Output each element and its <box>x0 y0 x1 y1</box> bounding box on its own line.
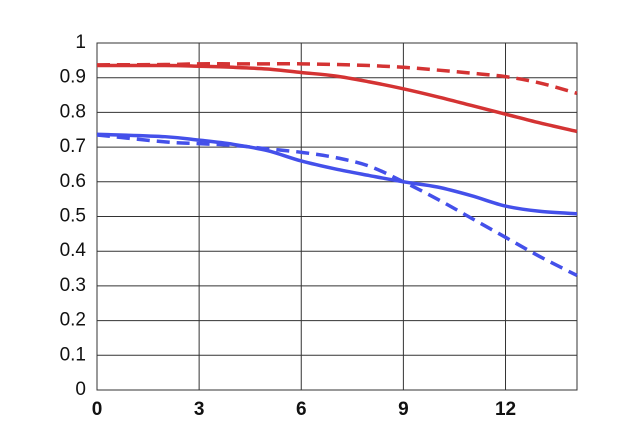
plot-frame <box>96 42 578 391</box>
series-line <box>96 63 578 134</box>
series-line <box>96 132 578 216</box>
y-tick-label: 1 <box>75 32 86 53</box>
y-tick-label: 0.8 <box>60 101 86 122</box>
y-tick-label: 0.2 <box>60 310 86 331</box>
y-tick-label: 0 <box>75 379 86 400</box>
y-tick-label: 0.5 <box>60 206 86 227</box>
y-tick-label: 0.9 <box>60 67 86 88</box>
y-tick-label: 0.6 <box>60 171 86 192</box>
y-tick-label: 0.3 <box>60 275 86 296</box>
y-tick-label: 0.7 <box>60 136 86 157</box>
x-tick-label: 0 <box>92 399 103 420</box>
series-line <box>96 133 578 278</box>
y-tick-label: 0.1 <box>60 344 86 365</box>
x-tick-label: 6 <box>296 399 307 420</box>
x-tick-label: 12 <box>495 399 516 420</box>
x-tick-label: 3 <box>194 399 205 420</box>
y-tick-label: 0.4 <box>60 240 87 261</box>
series-line <box>96 62 578 96</box>
x-tick-label: 9 <box>398 399 409 420</box>
